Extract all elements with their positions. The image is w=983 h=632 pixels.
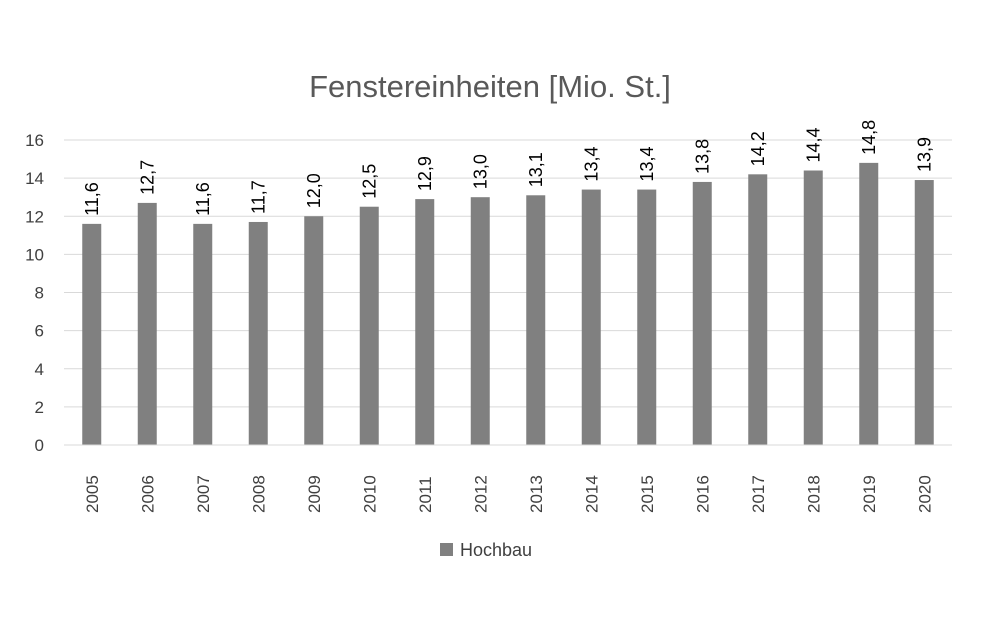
- y-tick-label: 14: [25, 169, 44, 188]
- data-label-2006: 12,7: [137, 160, 157, 195]
- data-label-2010: 12,5: [359, 164, 379, 199]
- legend: Hochbau: [440, 540, 532, 560]
- legend-label-hochbau: Hochbau: [460, 540, 532, 560]
- bar-2007: [193, 223, 213, 445]
- data-label-2012: 13,0: [470, 154, 490, 189]
- y-tick-label: 8: [35, 284, 44, 303]
- bars: [82, 162, 934, 445]
- x-tick-label-2017: 2017: [749, 475, 768, 513]
- x-tick-label-2020: 2020: [915, 475, 934, 513]
- x-tick-label-2015: 2015: [638, 475, 657, 513]
- bar-2011: [415, 199, 435, 445]
- bar-2016: [692, 181, 712, 445]
- data-label-2009: 12,0: [304, 173, 324, 208]
- bar-2010: [359, 206, 379, 445]
- bar-2020: [914, 180, 934, 445]
- bar-2006: [137, 202, 157, 445]
- data-label-2008: 11,7: [248, 180, 268, 214]
- data-label-2011: 12,9: [415, 156, 435, 191]
- bar-2013: [526, 195, 546, 445]
- data-label-2016: 13,8: [692, 139, 712, 174]
- y-tick-label: 4: [35, 360, 44, 379]
- y-tick-label: 0: [35, 436, 44, 455]
- data-label-2017: 14,2: [748, 131, 768, 166]
- x-tick-label-2014: 2014: [582, 475, 601, 513]
- y-tick-label: 10: [25, 245, 44, 264]
- y-tick-label: 16: [25, 131, 44, 150]
- x-tick-label-2013: 2013: [527, 475, 546, 513]
- x-tick-label-2009: 2009: [305, 475, 324, 513]
- data-label-2013: 13,1: [526, 152, 546, 187]
- chart-title: Fenstereinheiten [Mio. St.]: [309, 69, 671, 104]
- bar-2018: [803, 170, 823, 445]
- x-tick-label-2011: 2011: [416, 476, 435, 513]
- y-tick-label: 6: [35, 322, 44, 341]
- x-tick-label-2016: 2016: [693, 475, 712, 513]
- legend-swatch-hochbau: [440, 543, 453, 556]
- data-label-2014: 13,4: [581, 147, 601, 182]
- x-tick-label-2019: 2019: [860, 475, 879, 513]
- x-axis-tick-labels: 2005 2006 2007 2008 2009 2010 2011 2012 2013 2014…: [83, 475, 935, 513]
- x-tick-label-2008: 2008: [249, 475, 268, 513]
- x-tick-label-2005: 2005: [83, 475, 102, 513]
- data-label-2019: 14,8: [859, 120, 879, 155]
- data-label-2020: 13,9: [914, 137, 934, 172]
- bar-2012: [470, 197, 490, 445]
- y-tick-label: 12: [25, 207, 44, 226]
- data-label-2018: 14,4: [803, 127, 823, 162]
- bar-2017: [748, 174, 768, 445]
- bar-2008: [248, 221, 268, 445]
- x-tick-label-2012: 2012: [471, 475, 490, 513]
- x-tick-label-2007: 2007: [194, 475, 213, 513]
- bar-2009: [304, 216, 324, 445]
- bar-2019: [859, 162, 879, 445]
- data-label-2015: 13,4: [637, 147, 657, 182]
- x-tick-label-2010: 2010: [360, 475, 379, 513]
- bar-2005: [82, 223, 102, 445]
- y-axis-tick-labels: 0 2 4 6 8 10 12 14 16: [25, 131, 44, 455]
- bar-2014: [581, 189, 601, 445]
- bar-2015: [637, 189, 657, 445]
- data-label-2005: 11,6: [82, 182, 102, 216]
- x-tick-label-2006: 2006: [138, 475, 157, 513]
- data-label-2007: 11,6: [193, 182, 213, 216]
- y-tick-label: 2: [35, 398, 44, 417]
- x-tick-label-2018: 2018: [804, 475, 823, 513]
- data-labels: 11,6 12,7 11,6 11,7 12,0 12,5 12,9 13,0 13,1 13,4…: [82, 120, 935, 216]
